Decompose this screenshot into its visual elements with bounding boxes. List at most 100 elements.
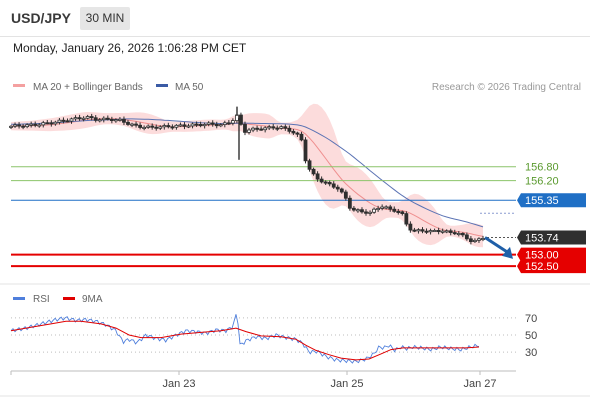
- candle-body: [468, 238, 473, 243]
- candle-body: [275, 127, 280, 130]
- legend-ma50-label: MA 50: [175, 82, 204, 93]
- candle-body: [166, 125, 171, 128]
- candle-body: [347, 197, 352, 209]
- candle-body: [360, 209, 364, 213]
- candle-body: [464, 234, 469, 240]
- bollinger-band: [11, 103, 483, 248]
- candle-body: [122, 118, 126, 123]
- candle-body: [448, 230, 453, 233]
- candle-body: [473, 239, 477, 243]
- candle-body: [315, 173, 320, 180]
- candle-body: [89, 116, 94, 119]
- candle-body: [45, 122, 50, 125]
- candle-body: [372, 208, 376, 213]
- candle-body: [13, 124, 17, 127]
- timestamp-label: Monday, January 26, 2026 1:06:28 PM CET: [13, 41, 247, 55]
- candle-body: [150, 125, 155, 128]
- candle-body: [456, 233, 461, 236]
- candle-body: [279, 126, 284, 129]
- candle-body: [85, 116, 90, 119]
- candle-body: [202, 124, 207, 127]
- candle-body: [444, 230, 449, 233]
- candle-body: [126, 121, 130, 125]
- level-tag-bg-155-35: [517, 193, 586, 208]
- candle-body: [109, 118, 114, 121]
- candle-body: [331, 183, 336, 188]
- candle-body: [154, 126, 159, 129]
- symbol-label[interactable]: USD/JPY: [11, 10, 71, 26]
- candle-body: [214, 123, 219, 127]
- candle-body: [416, 229, 421, 232]
- candle-body: [392, 208, 397, 212]
- level-label-153-74: 153.74: [525, 233, 559, 245]
- ma50-line: [10, 118, 484, 228]
- candle-body: [432, 230, 437, 233]
- candle-body: [452, 232, 457, 235]
- candle-body: [263, 127, 268, 131]
- candle-body: [130, 123, 134, 126]
- candle-body: [65, 120, 70, 123]
- level-label-153-00: 153.00: [525, 250, 559, 262]
- candle-body: [295, 132, 300, 135]
- candle-body: [97, 119, 102, 122]
- legend-rsi-label: RSI: [33, 294, 50, 305]
- candle-body: [247, 129, 251, 133]
- candle-body: [299, 133, 304, 141]
- candle-body: [243, 123, 247, 133]
- timeframe-badge[interactable]: 30 MIN: [80, 7, 130, 30]
- legend-ma50-swatch: [156, 84, 168, 87]
- candle-body: [186, 125, 191, 128]
- candle-body: [49, 122, 54, 125]
- candle-body: [388, 206, 393, 210]
- level-tag-bg-152-50: [517, 259, 586, 274]
- candle-body: [218, 124, 223, 127]
- copyright-label: Research © 2026 Trading Central: [432, 82, 581, 93]
- candle-body: [73, 117, 78, 120]
- candle-body: [376, 208, 381, 211]
- candle-body: [105, 117, 110, 120]
- level-label-152-50: 152.50: [525, 261, 559, 273]
- candle-body: [291, 130, 296, 134]
- x-tick-label-jan-27: Jan 27: [463, 378, 496, 390]
- candle-body: [226, 122, 231, 125]
- candle-body: [436, 230, 441, 233]
- candle-body: [37, 124, 42, 127]
- candle-body: [400, 211, 405, 214]
- rsi-level-label-50: 50: [525, 330, 537, 342]
- candle-body: [283, 126, 288, 129]
- candle-body: [368, 211, 372, 214]
- candle-body: [162, 125, 167, 128]
- candle-body: [118, 118, 122, 121]
- candle-body: [311, 168, 316, 175]
- candle-body: [481, 238, 485, 241]
- candle-body: [174, 124, 179, 128]
- candle-body: [460, 233, 465, 236]
- candle-body: [29, 123, 34, 126]
- candle-body: [428, 230, 433, 233]
- candle-body: [190, 123, 195, 127]
- candle-body: [198, 124, 203, 127]
- legend-rsi-swatch: [13, 297, 25, 300]
- candle-body: [343, 191, 348, 199]
- level-label-156-20: 156.20: [525, 176, 559, 188]
- candle-body: [420, 229, 425, 232]
- candle-body: [404, 213, 409, 225]
- candle-body: [477, 238, 481, 241]
- candle-body: [323, 181, 328, 184]
- level-label-155-35: 155.35: [525, 195, 559, 207]
- candle-body: [53, 121, 58, 125]
- candle-body: [364, 211, 368, 214]
- x-tick-label-jan-25: Jan 25: [330, 378, 363, 390]
- candle-body: [251, 127, 255, 131]
- candle-body: [194, 123, 199, 126]
- candle-body: [412, 229, 417, 232]
- candle-body: [146, 125, 151, 128]
- candle-body: [352, 207, 356, 211]
- candle-body: [440, 230, 445, 233]
- candle-body: [9, 125, 13, 128]
- candle-body: [41, 122, 46, 126]
- forecast-arrow-head: [502, 246, 513, 259]
- candle-body: [101, 117, 106, 121]
- candle-body: [170, 126, 175, 129]
